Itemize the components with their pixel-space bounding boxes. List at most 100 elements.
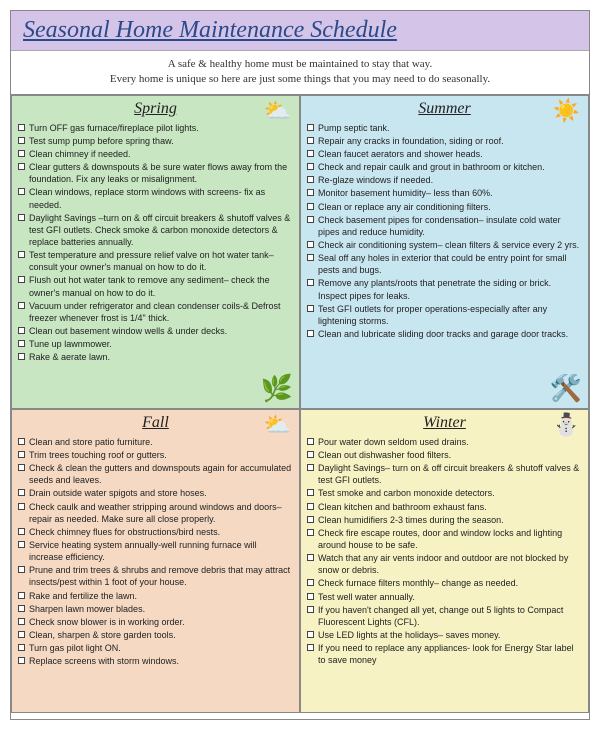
- item-text: Clean, sharpen & store garden tools.: [29, 629, 176, 641]
- list-item: If you need to replace any appliances- l…: [307, 642, 582, 666]
- season-winter: Winter⛄Pour water down seldom used drain…: [300, 409, 589, 713]
- checkbox-icon[interactable]: [18, 302, 25, 309]
- checkbox-icon[interactable]: [307, 189, 314, 196]
- checkbox-icon[interactable]: [307, 529, 314, 536]
- page-frame: Seasonal Home Maintenance Schedule A saf…: [10, 10, 590, 720]
- checkbox-icon[interactable]: [18, 644, 25, 651]
- list-item: Vacuum under refrigerator and clean cond…: [18, 300, 293, 324]
- checkbox-icon[interactable]: [307, 631, 314, 638]
- checkbox-icon[interactable]: [307, 330, 314, 337]
- checkbox-icon[interactable]: [18, 124, 25, 131]
- checkbox-icon[interactable]: [307, 163, 314, 170]
- checkbox-icon[interactable]: [18, 163, 25, 170]
- checkbox-icon[interactable]: [18, 541, 25, 548]
- checkbox-icon[interactable]: [307, 606, 314, 613]
- spring-icon: ⛅: [264, 98, 291, 124]
- checkbox-icon[interactable]: [18, 327, 25, 334]
- checkbox-icon[interactable]: [307, 516, 314, 523]
- checkbox-icon[interactable]: [307, 241, 314, 248]
- checkbox-icon[interactable]: [307, 176, 314, 183]
- list-item: If you haven't changed all yet, change o…: [307, 604, 582, 628]
- checkbox-icon[interactable]: [18, 489, 25, 496]
- summer-corner-icon: 🛠️: [550, 374, 582, 404]
- checkbox-icon[interactable]: [18, 353, 25, 360]
- checkbox-icon[interactable]: [307, 579, 314, 586]
- item-text: Check chimney flues for obstructions/bir…: [29, 526, 220, 538]
- checkbox-icon[interactable]: [18, 605, 25, 612]
- list-item: Check and repair caulk and grout in bath…: [307, 161, 582, 173]
- list-item: Drain outside water spigots and store ho…: [18, 487, 293, 499]
- list-item: Clean and lubricate sliding door tracks …: [307, 328, 582, 340]
- checkbox-icon[interactable]: [307, 644, 314, 651]
- checkbox-icon[interactable]: [18, 276, 25, 283]
- item-text: Prune and trim trees & shrubs and remove…: [29, 564, 293, 588]
- checkbox-icon[interactable]: [18, 451, 25, 458]
- season-fall: Fall⛅Clean and store patio furniture.Tri…: [11, 409, 300, 713]
- list-item: Check chimney flues for obstructions/bir…: [18, 526, 293, 538]
- checkbox-icon[interactable]: [307, 593, 314, 600]
- checkbox-icon[interactable]: [18, 657, 25, 664]
- checkbox-icon[interactable]: [307, 554, 314, 561]
- list-item: Test GFI outlets for proper operations-e…: [307, 303, 582, 327]
- checkbox-icon[interactable]: [307, 438, 314, 445]
- checkbox-icon[interactable]: [307, 503, 314, 510]
- item-text: Check & clean the gutters and downspouts…: [29, 462, 293, 486]
- list-item: Check snow blower is in working order.: [18, 616, 293, 628]
- item-text: Pour water down seldom used drains.: [318, 436, 469, 448]
- checkbox-icon[interactable]: [307, 124, 314, 131]
- checkbox-icon[interactable]: [18, 566, 25, 573]
- season-header-winter: Winter: [307, 414, 582, 436]
- item-text: Pump septic tank.: [318, 122, 390, 134]
- list-item: Clean and store patio furniture.: [18, 436, 293, 448]
- checkbox-icon[interactable]: [18, 188, 25, 195]
- checkbox-icon[interactable]: [18, 631, 25, 638]
- checkbox-icon[interactable]: [18, 150, 25, 157]
- list-item: Sharpen lawn mower blades.: [18, 603, 293, 615]
- checkbox-icon[interactable]: [18, 528, 25, 535]
- checkbox-icon[interactable]: [18, 592, 25, 599]
- checkbox-icon[interactable]: [307, 489, 314, 496]
- list-item: Test smoke and carbon monoxide detectors…: [307, 487, 582, 499]
- checkbox-icon[interactable]: [18, 503, 25, 510]
- checkbox-icon[interactable]: [18, 214, 25, 221]
- item-text: Rake & aerate lawn.: [29, 351, 110, 363]
- list-item: Test temperature and pressure relief val…: [18, 249, 293, 273]
- season-summer: Summer☀️🛠️Pump septic tank.Repair any cr…: [300, 95, 589, 409]
- list-item: Clean out dishwasher food filters.: [307, 449, 582, 461]
- checkbox-icon[interactable]: [18, 137, 25, 144]
- checkbox-icon[interactable]: [307, 150, 314, 157]
- checklist-winter: Pour water down seldom used drains.Clean…: [307, 436, 582, 667]
- item-text: Test GFI outlets for proper operations-e…: [318, 303, 582, 327]
- checkbox-icon[interactable]: [307, 203, 314, 210]
- list-item: Trim trees touching roof or gutters.: [18, 449, 293, 461]
- item-text: Check and repair caulk and grout in bath…: [318, 161, 545, 173]
- list-item: Replace screens with storm windows.: [18, 655, 293, 667]
- checkbox-icon[interactable]: [18, 438, 25, 445]
- subtitle-line-1: A safe & healthy home must be maintained…: [168, 58, 432, 70]
- item-text: Check basement pipes for condensation– i…: [318, 214, 582, 238]
- list-item: Repair any cracks in foundation, siding …: [307, 135, 582, 147]
- checkbox-icon[interactable]: [18, 618, 25, 625]
- checkbox-icon[interactable]: [307, 254, 314, 261]
- item-text: Clean chimney if needed.: [29, 148, 131, 160]
- winter-icon: ⛄: [553, 412, 580, 438]
- checkbox-icon[interactable]: [307, 279, 314, 286]
- checkbox-icon[interactable]: [18, 340, 25, 347]
- item-text: Replace screens with storm windows.: [29, 655, 179, 667]
- checkbox-icon[interactable]: [307, 137, 314, 144]
- checkbox-icon[interactable]: [18, 251, 25, 258]
- list-item: Check caulk and weather stripping around…: [18, 501, 293, 525]
- checkbox-icon[interactable]: [307, 464, 314, 471]
- checkbox-icon[interactable]: [18, 464, 25, 471]
- list-item: Use LED lights at the holidays– saves mo…: [307, 629, 582, 641]
- checkbox-icon[interactable]: [307, 451, 314, 458]
- item-text: Check caulk and weather stripping around…: [29, 501, 293, 525]
- fall-icon: ⛅: [264, 412, 291, 438]
- list-item: Remove any plants/roots that penetrate t…: [307, 277, 582, 301]
- item-text: Turn OFF gas furnace/fireplace pilot lig…: [29, 122, 199, 134]
- checkbox-icon[interactable]: [307, 305, 314, 312]
- item-text: Clean faucet aerators and shower heads.: [318, 148, 483, 160]
- item-text: Check fire escape routes, door and windo…: [318, 527, 582, 551]
- checkbox-icon[interactable]: [307, 216, 314, 223]
- list-item: Turn OFF gas furnace/fireplace pilot lig…: [18, 122, 293, 134]
